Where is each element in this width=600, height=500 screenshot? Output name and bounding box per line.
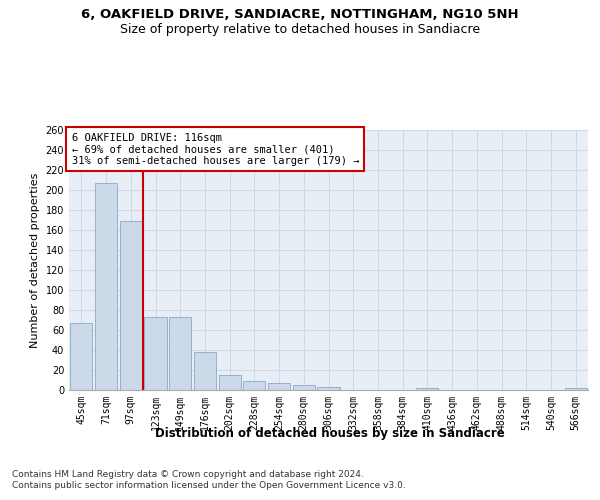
Text: Contains public sector information licensed under the Open Government Licence v3: Contains public sector information licen… <box>12 481 406 490</box>
Bar <box>268 383 290 390</box>
Bar <box>169 317 191 390</box>
Bar <box>70 323 92 390</box>
Bar <box>416 388 439 390</box>
Bar <box>119 221 142 390</box>
Text: 6, OAKFIELD DRIVE, SANDIACRE, NOTTINGHAM, NG10 5NH: 6, OAKFIELD DRIVE, SANDIACRE, NOTTINGHAM… <box>81 8 519 20</box>
Bar <box>243 381 265 390</box>
Bar <box>565 388 587 390</box>
Bar <box>95 183 117 390</box>
Bar <box>194 352 216 390</box>
Bar <box>145 317 167 390</box>
Bar <box>293 385 315 390</box>
Bar <box>218 375 241 390</box>
Text: 6 OAKFIELD DRIVE: 116sqm
← 69% of detached houses are smaller (401)
31% of semi-: 6 OAKFIELD DRIVE: 116sqm ← 69% of detach… <box>71 132 359 166</box>
Text: Distribution of detached houses by size in Sandiacre: Distribution of detached houses by size … <box>155 428 505 440</box>
Y-axis label: Number of detached properties: Number of detached properties <box>30 172 40 348</box>
Bar <box>317 387 340 390</box>
Text: Contains HM Land Registry data © Crown copyright and database right 2024.: Contains HM Land Registry data © Crown c… <box>12 470 364 479</box>
Text: Size of property relative to detached houses in Sandiacre: Size of property relative to detached ho… <box>120 22 480 36</box>
